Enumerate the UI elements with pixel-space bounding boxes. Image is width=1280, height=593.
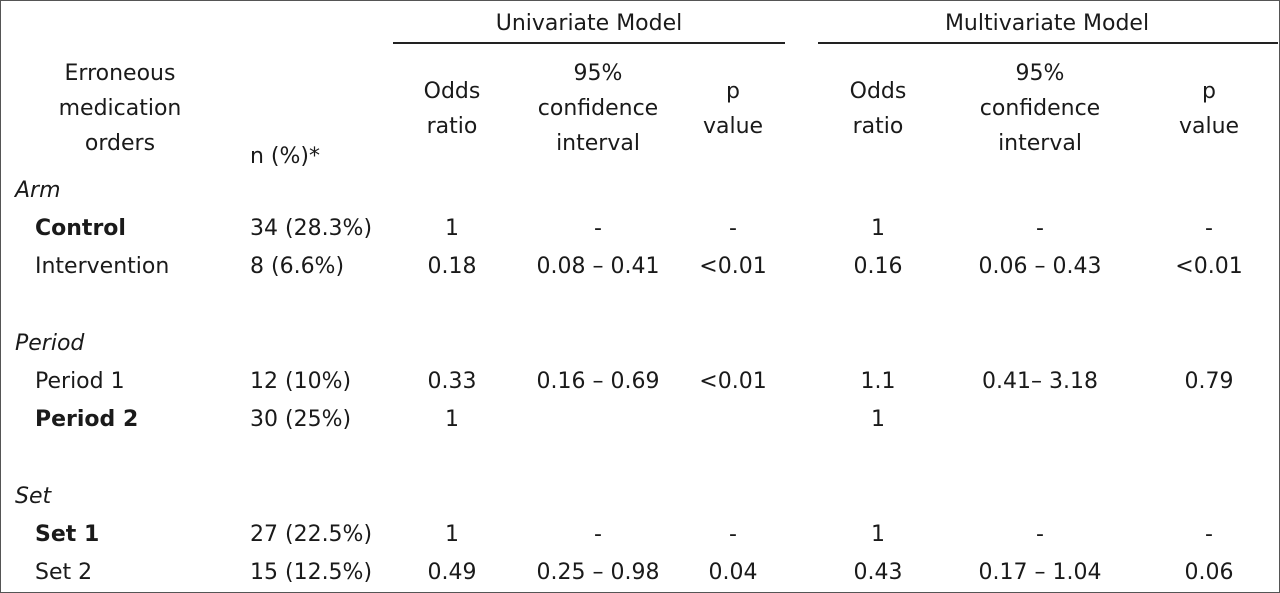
section-title-period: Period <box>15 331 85 356</box>
multi-odds-cell: 0.16 <box>853 254 903 279</box>
multi-p-cell: - <box>1205 522 1213 547</box>
multi-odds-cell: 1.1 <box>860 369 896 394</box>
multi-ci-cell: 0.17 – 1.04 <box>978 560 1102 585</box>
section-title-set: Set <box>15 484 52 509</box>
n-header: n (%)* <box>250 144 321 169</box>
multivariate-header: Multivariate Model <box>944 11 1150 36</box>
uni-p-cell: 0.04 <box>708 560 758 585</box>
row-label: Period 2 <box>35 407 139 432</box>
row-n: 30 (25%) <box>250 407 352 432</box>
row-n: 12 (10%) <box>250 369 352 394</box>
uni-odds-cell: 1 <box>445 216 459 241</box>
uni-odds-cell: 0.49 <box>427 560 477 585</box>
uni-p-cell: <0.01 <box>699 369 767 394</box>
uni-ci-cell: - <box>594 216 602 241</box>
uni-ci-cell: 0.08 – 0.41 <box>536 254 660 279</box>
row-n: 15 (12.5%) <box>250 560 373 585</box>
row-label: Set 1 <box>35 522 100 547</box>
multivariate-rule <box>818 42 1278 44</box>
univariate-rule <box>393 42 785 44</box>
uni-odds-header: Odds ratio <box>423 79 481 139</box>
outcome-header: Erroneous medication orders <box>58 61 182 156</box>
row-n: 34 (28.3%) <box>250 216 373 241</box>
univariate-header: Univariate Model <box>495 11 683 36</box>
uni-odds-cell: 0.33 <box>427 369 477 394</box>
row-label: Control <box>35 216 126 241</box>
multi-odds-cell: 1 <box>871 216 885 241</box>
uni-odds-cell: 1 <box>445 522 459 547</box>
uni-odds-cell: 0.18 <box>427 254 477 279</box>
uni-odds-cell: 1 <box>445 407 459 432</box>
multi-odds-cell: 1 <box>871 522 885 547</box>
uni-ci-cell: 0.16 – 0.69 <box>536 369 660 394</box>
multi-odds-header: Odds ratio <box>849 79 907 139</box>
multi-p-cell: 0.06 <box>1184 560 1234 585</box>
multi-p-cell: <0.01 <box>1175 254 1243 279</box>
uni-ci-cell: - <box>594 522 602 547</box>
multi-ci-header: 95% confidence interval <box>979 61 1101 156</box>
multi-p-cell: 0.79 <box>1184 369 1234 394</box>
multi-odds-cell: 1 <box>871 407 885 432</box>
row-label: Period 1 <box>35 369 125 394</box>
multi-p-cell: - <box>1205 216 1213 241</box>
multi-ci-cell: 0.41– 3.18 <box>982 369 1098 394</box>
uni-p-cell: - <box>729 522 737 547</box>
section-title-arm: Arm <box>15 178 61 203</box>
uni-p-cell: - <box>729 216 737 241</box>
multi-ci-cell: - <box>1036 522 1044 547</box>
row-n: 27 (22.5%) <box>250 522 373 547</box>
row-label: Intervention <box>35 254 170 279</box>
uni-ci-header: 95% confidence interval <box>537 61 659 156</box>
row-label: Set 2 <box>35 560 93 585</box>
uni-p-header: p value <box>702 79 764 139</box>
multi-odds-cell: 0.43 <box>853 560 903 585</box>
row-n: 8 (6.6%) <box>250 254 345 279</box>
multi-p-header: p value <box>1178 79 1240 139</box>
uni-ci-cell: 0.25 – 0.98 <box>536 560 660 585</box>
multi-ci-cell: - <box>1036 216 1044 241</box>
uni-p-cell: <0.01 <box>699 254 767 279</box>
multi-ci-cell: 0.06 – 0.43 <box>978 254 1102 279</box>
